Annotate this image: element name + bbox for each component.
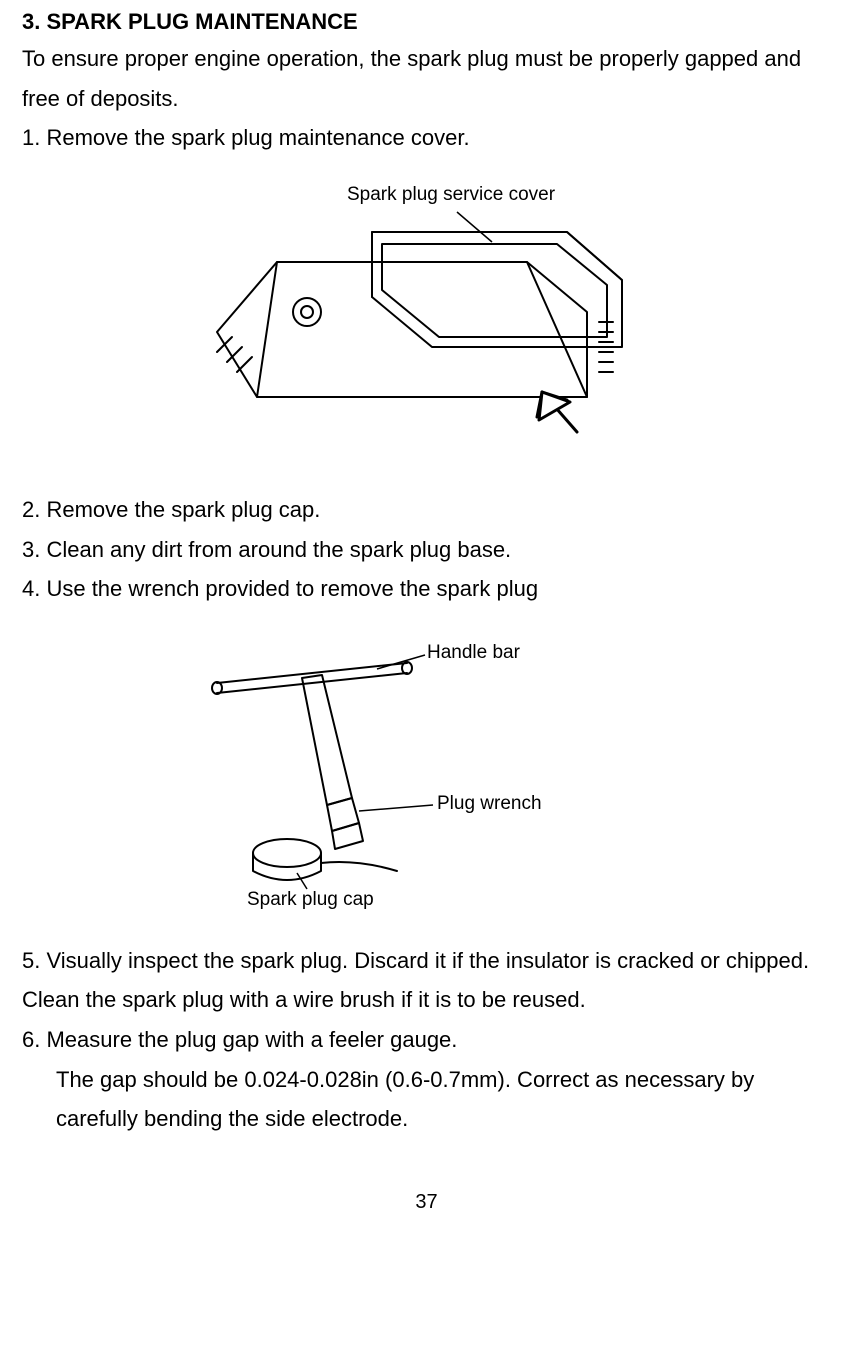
figure-1: Spark plug service cover [22,172,831,462]
figure1-label-cover: Spark plug service cover [347,184,556,205]
figure2-label-cap: Spark plug cap [247,889,374,910]
step-6-detail: The gap should be 0.024-0.028in (0.6-0.7… [22,1060,831,1139]
step-5: 5. Visually inspect the spark plug. Disc… [22,941,831,1020]
page-number: 37 [22,1191,831,1214]
figure-2: Handle bar Plug wrench Spark plug cap [22,623,831,913]
manual-page: 3. SPARK PLUG MAINTENANCE To ensure prop… [0,4,853,1214]
section-heading: 3. SPARK PLUG MAINTENANCE [22,4,831,39]
figure2-label-handle: Handle bar [427,642,521,663]
step-1: 1. Remove the spark plug maintenance cov… [22,118,831,158]
plug-wrench-illustration: Handle bar Plug wrench Spark plug cap [177,623,677,913]
intro-text: To ensure proper engine operation, the s… [22,39,831,118]
step-2: 2. Remove the spark plug cap. [22,490,831,530]
step-4: 4. Use the wrench provided to remove the… [22,569,831,609]
step-3: 3. Clean any dirt from around the spark … [22,530,831,570]
step-6: 6. Measure the plug gap with a feeler ga… [22,1020,831,1060]
spark-plug-cover-illustration: Spark plug service cover [147,172,707,462]
figure2-label-wrench: Plug wrench [437,793,542,814]
